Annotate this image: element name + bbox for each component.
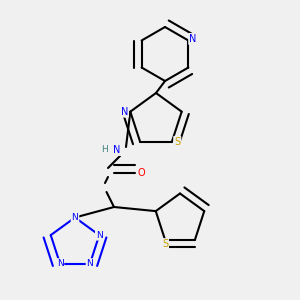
Text: H: H	[102, 146, 108, 154]
Text: N: N	[113, 145, 121, 155]
Text: N: N	[189, 34, 197, 44]
Text: N: N	[87, 259, 93, 268]
Text: O: O	[137, 167, 145, 178]
Text: N: N	[96, 231, 103, 240]
Text: S: S	[174, 137, 180, 147]
Text: N: N	[57, 259, 63, 268]
Text: N: N	[72, 213, 78, 222]
Text: S: S	[162, 239, 168, 249]
Text: N: N	[121, 107, 128, 117]
